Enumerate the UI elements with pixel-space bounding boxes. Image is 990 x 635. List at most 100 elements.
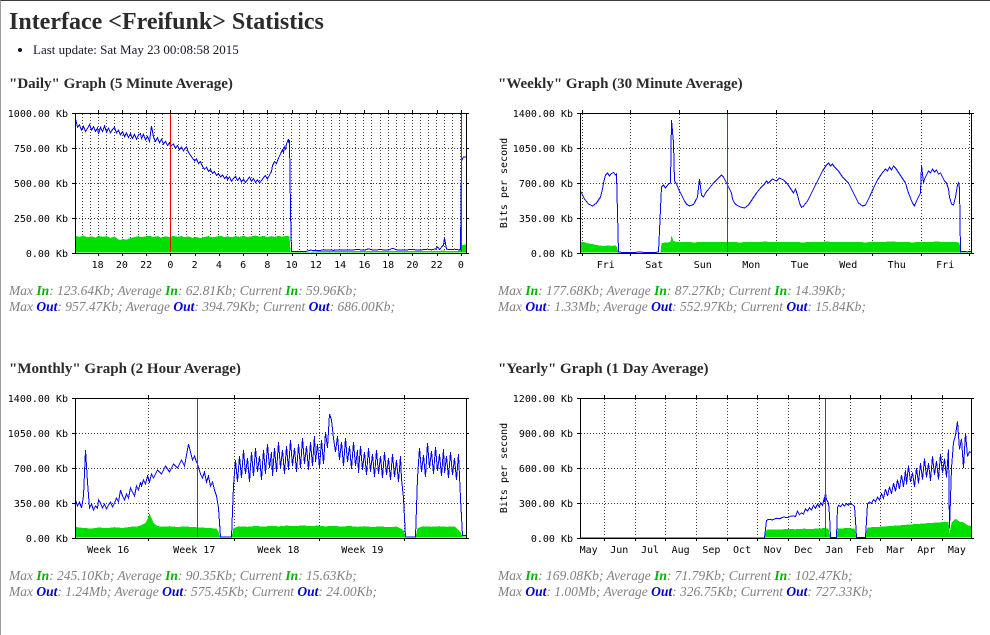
out-label: Out (36, 299, 58, 314)
svg-text:Sat: Sat (645, 260, 663, 271)
svg-text:10: 10 (286, 260, 298, 271)
svg-text:Aug: Aug (672, 545, 690, 556)
svg-text:Mar: Mar (887, 545, 905, 556)
svg-text:300.00 Kb: 300.00 Kb (519, 499, 573, 510)
svg-text:Thu: Thu (888, 260, 906, 271)
in-label: In (774, 568, 788, 583)
graphs-grid: "Daily" Graph (5 Minute Average) 10 0 0.00… (9, 76, 990, 600)
svg-text:16: 16 (358, 260, 370, 271)
svg-text:1050.00 Kb: 1050.00 Kb (513, 144, 573, 155)
svg-text:Wed: Wed (839, 260, 857, 271)
in-label: In (36, 568, 50, 583)
svg-text:Fri: Fri (936, 260, 954, 271)
daily-graph-image: 1000.00 Kb 750.00 Kb 500.00 Kb 250.00 Kb 0.0… (9, 109, 492, 275)
monthly-graph-heading: "Monthly" Graph (2 Hour Average) (9, 361, 241, 377)
svg-text:14: 14 (334, 260, 346, 271)
svg-text:500.00 Kb: 500.00 Kb (14, 179, 68, 190)
svg-text:20: 20 (406, 260, 418, 271)
svg-text:1200.00 Kb: 1200.00 Kb (513, 394, 573, 405)
yearly-graph-canvas: 1200.00 Kb 900.00 Kb 600.00 Kb 300.00 Kb 0.0… (499, 394, 974, 556)
yearly-graph-heading: "Yearly" Graph (1 Day Average) (498, 361, 709, 377)
svg-text:350.00 Kb: 350.00 Kb (14, 499, 68, 510)
in-label: In (654, 568, 667, 583)
monthly-traffic-stats: Max In: 245.10Kb; Average In: 90.35Kb; C… (9, 568, 492, 600)
svg-text:Week 16: Week 16 (87, 545, 129, 556)
monthly-graph-canvas: 1400.00 Kb 1050.00 Kb 700.00 Kb 350.00 Kb 0.… (9, 394, 469, 556)
weekly-traffic-stats: Max In: 177.68Kb; Average In: 87.27Kb; C… (498, 283, 990, 315)
last-update-text: Last update: Sat May 23 00:08:58 2015 (33, 42, 990, 58)
stats-line-out: Max Out: 1.24Mb; Average Out: 575.45Kb; … (9, 584, 377, 599)
svg-text:Apr: Apr (917, 545, 935, 556)
svg-text:2: 2 (192, 260, 198, 271)
in-label: In (525, 568, 539, 583)
out-label: Out (36, 584, 58, 599)
out-label: Out (173, 299, 195, 314)
svg-text:Jan: Jan (825, 545, 843, 556)
svg-text:700.00 Kb: 700.00 Kb (519, 179, 573, 190)
monthly-graph-section: "Monthly" Graph (2 Hour Average) 1400.00… (9, 361, 492, 600)
svg-text:May: May (948, 545, 966, 556)
daily-graph-heading: "Daily" Graph (5 Minute Average) (9, 76, 233, 92)
svg-text:Sep: Sep (702, 545, 720, 556)
svg-text:Mon: Mon (742, 260, 760, 271)
stats-line-in: Max In: 123.64Kb; Average In: 62.81Kb; C… (9, 283, 357, 298)
svg-text:8: 8 (264, 260, 270, 271)
svg-text:700.00 Kb: 700.00 Kb (14, 464, 68, 475)
svg-text:750.00 Kb: 750.00 Kb (14, 144, 68, 155)
svg-text:Dec: Dec (794, 545, 812, 556)
out-label: Out (651, 299, 673, 314)
out-label: Out (786, 299, 808, 314)
yearly-graph-image: 1200.00 Kb 900.00 Kb 600.00 Kb 300.00 Kb 0.0… (498, 394, 990, 560)
svg-text:Tue: Tue (791, 260, 809, 271)
in-label: In (285, 283, 299, 298)
stats-line-in: Max In: 169.08Kb; Average In: 71.79Kb; C… (498, 568, 853, 583)
svg-text:20: 20 (116, 260, 128, 271)
svg-text:350.00 Kb: 350.00 Kb (519, 214, 573, 225)
page-title: Interface <Freifunk> Statistics (9, 9, 324, 35)
svg-text:0.00 Kb: 0.00 Kb (26, 249, 68, 260)
in-label: In (165, 568, 178, 583)
svg-text:Oct: Oct (733, 545, 751, 556)
in-label: In (36, 283, 50, 298)
in-label: In (525, 283, 539, 298)
stats-line-out: Max Out: 957.47Kb; Average Out: 394.79Kb… (9, 299, 395, 314)
out-label: Out (786, 584, 808, 599)
svg-text:18: 18 (382, 260, 394, 271)
out-label: Out (297, 584, 319, 599)
svg-text:Week 17: Week 17 (173, 545, 215, 556)
out-label: Out (525, 299, 547, 314)
svg-text:Week 18: Week 18 (257, 545, 299, 556)
svg-text:22: 22 (431, 260, 443, 271)
in-label: In (165, 283, 178, 298)
svg-text:1400.00 Kb: 1400.00 Kb (513, 109, 573, 120)
svg-text:250.00 Kb: 250.00 Kb (14, 214, 68, 225)
stats-line-out: Max Out: 1.33Mb; Average Out: 552.97Kb; … (498, 299, 866, 314)
svg-text:Fri: Fri (597, 260, 615, 271)
daily-graph-section: "Daily" Graph (5 Minute Average) 10 0 0.00… (9, 76, 492, 315)
svg-text:Sun: Sun (694, 260, 712, 271)
stats-line-in: Max In: 245.10Kb; Average In: 90.35Kb; C… (9, 568, 357, 583)
in-label: In (654, 283, 667, 298)
yearly-traffic-stats: Max In: 169.08Kb; Average In: 71.79Kb; C… (498, 568, 990, 600)
out-label: Out (308, 299, 330, 314)
svg-text:1400.00 Kb: 1400.00 Kb (9, 394, 68, 405)
svg-text:Nov: Nov (764, 545, 782, 556)
svg-text:0: 0 (167, 260, 173, 271)
svg-text:22: 22 (140, 260, 152, 271)
out-label: Out (525, 584, 547, 599)
svg-text:0: 0 (458, 260, 464, 271)
svg-text:Jul: Jul (641, 545, 659, 556)
yearly-graph-section: "Yearly" Graph (1 Day Average) 1200.00 K… (498, 361, 990, 600)
out-label: Out (651, 584, 673, 599)
svg-text:900.00 Kb: 900.00 Kb (519, 429, 573, 440)
svg-text:May: May (580, 545, 598, 556)
monthly-graph-image: 1400.00 Kb 1050.00 Kb 700.00 Kb 350.00 Kb 0.… (9, 394, 492, 560)
weekly-graph-section: "Weekly" Graph (30 Minute Average) 1400.… (498, 76, 990, 315)
svg-text:Bits per second: Bits per second (499, 423, 510, 513)
svg-text:6: 6 (240, 260, 246, 271)
in-label: In (774, 283, 788, 298)
daily-graph-canvas: 1000.00 Kb 750.00 Kb 500.00 Kb 250.00 Kb 0.0… (9, 109, 469, 271)
svg-text:18: 18 (92, 260, 104, 271)
svg-text:600.00 Kb: 600.00 Kb (519, 464, 573, 475)
